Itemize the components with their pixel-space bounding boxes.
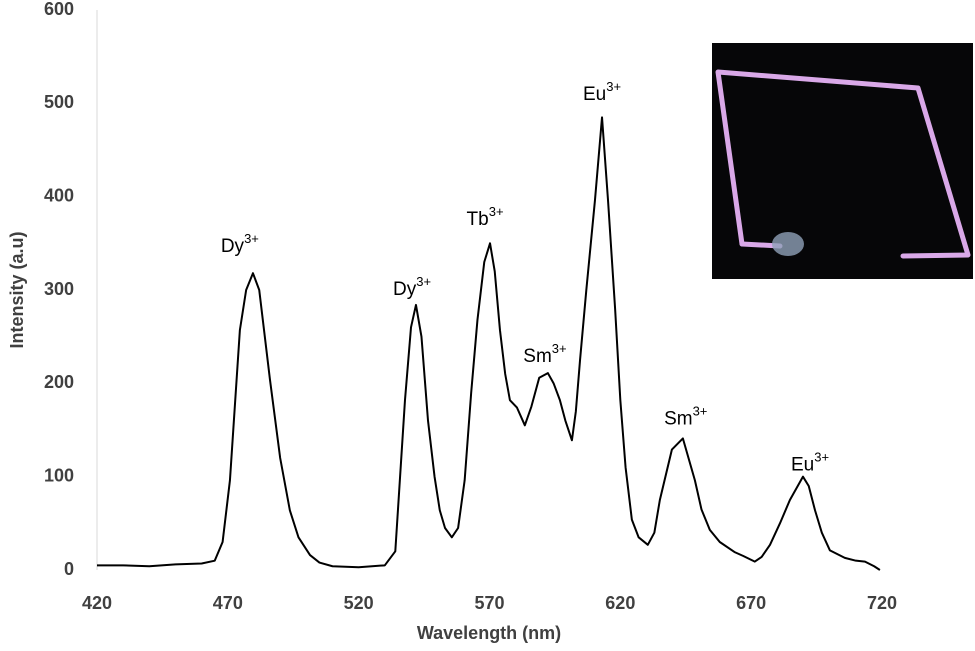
annotation-superscript: 3+ <box>416 274 431 289</box>
annotation-text: Tb <box>467 209 489 230</box>
annotation-superscript: 3+ <box>606 79 621 94</box>
y-axis-title: Intensity (a.u) <box>7 231 27 348</box>
annotation-superscript: 3+ <box>552 342 567 357</box>
y-tick-label: 500 <box>44 92 74 112</box>
inset-blob <box>772 232 804 256</box>
annotation: Sm3+ <box>523 342 566 368</box>
annotation: Sm3+ <box>664 404 707 430</box>
spectrum-line <box>97 116 881 571</box>
annotation-text: Sm <box>523 346 552 367</box>
y-tick-label: 0 <box>64 559 74 579</box>
y-tick-label: 200 <box>44 372 74 392</box>
x-axis-title: Wavelength (nm) <box>417 623 561 643</box>
annotation-superscript: 3+ <box>489 204 504 219</box>
annotation-text: Dy <box>221 236 245 257</box>
annotation: Eu3+ <box>583 79 621 105</box>
annotation-superscript: 3+ <box>244 232 259 247</box>
annotation-text: Eu <box>791 454 814 475</box>
x-tick-label: 670 <box>736 593 766 613</box>
y-tick-label: 300 <box>44 279 74 299</box>
annotation: Dy3+ <box>221 232 259 258</box>
annotation: Tb3+ <box>467 204 504 230</box>
x-tick-label: 620 <box>605 593 635 613</box>
y-tick-label: 100 <box>44 465 74 485</box>
x-tick-label: 720 <box>867 593 897 613</box>
x-tick-label: 420 <box>82 593 112 613</box>
annotation-text: Sm <box>664 409 693 430</box>
x-tick-label: 570 <box>474 593 504 613</box>
y-tick-label: 400 <box>44 185 74 205</box>
annotation: Eu3+ <box>791 450 829 476</box>
annotation-superscript: 3+ <box>693 404 708 419</box>
annotation-text: Dy <box>393 279 417 300</box>
y-tick-label: 600 <box>44 0 74 19</box>
annotation-superscript: 3+ <box>814 450 829 465</box>
x-tick-label: 520 <box>344 593 374 613</box>
annotation-text: Eu <box>583 84 606 105</box>
x-tick-label: 470 <box>213 593 243 613</box>
annotation: Dy3+ <box>393 274 431 300</box>
